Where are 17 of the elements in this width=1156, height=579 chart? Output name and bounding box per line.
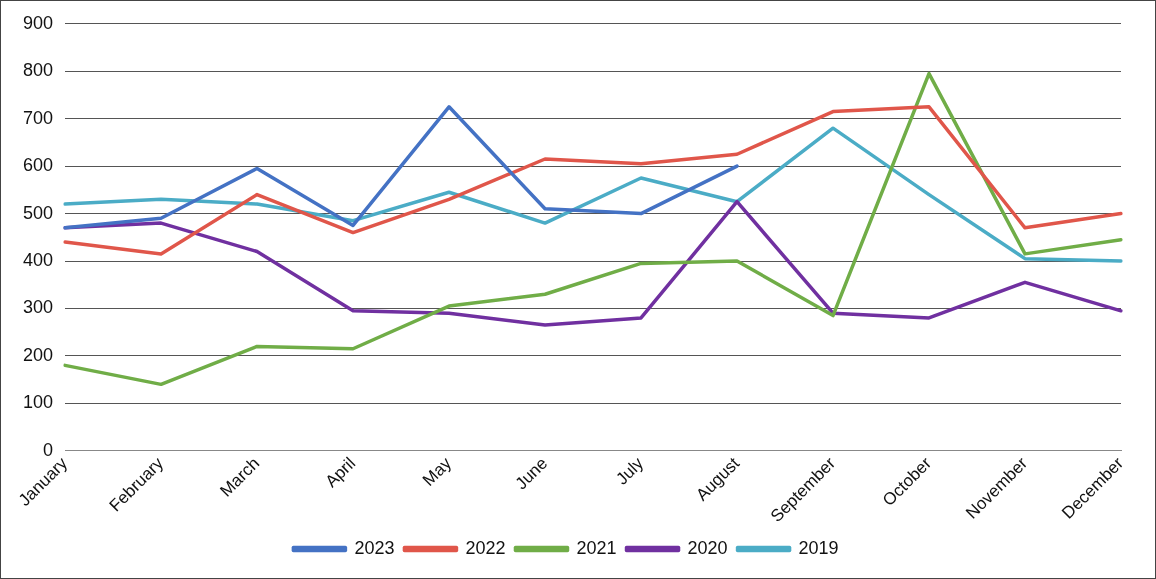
x-tick-label: July bbox=[612, 453, 648, 489]
y-tick-label: 600 bbox=[22, 155, 54, 176]
x-tick-label: May bbox=[419, 453, 456, 490]
y-tick-label: 800 bbox=[22, 60, 54, 81]
legend-label: 2022 bbox=[465, 537, 506, 558]
legend-label: 2023 bbox=[354, 537, 395, 558]
y-tick-label: 200 bbox=[22, 344, 54, 365]
legend-label: 2021 bbox=[576, 537, 617, 558]
y-tick-label: 100 bbox=[22, 392, 54, 413]
y-tick-label: 0 bbox=[43, 439, 54, 460]
y-tick-label: 700 bbox=[22, 107, 54, 128]
y-tick-label: 500 bbox=[22, 202, 54, 223]
legend-label: 2020 bbox=[687, 537, 728, 558]
y-tick-label: 300 bbox=[22, 297, 54, 318]
legend-label: 2019 bbox=[798, 537, 839, 558]
y-tick-label: 400 bbox=[22, 249, 54, 270]
y-tick-label: 900 bbox=[22, 12, 54, 33]
